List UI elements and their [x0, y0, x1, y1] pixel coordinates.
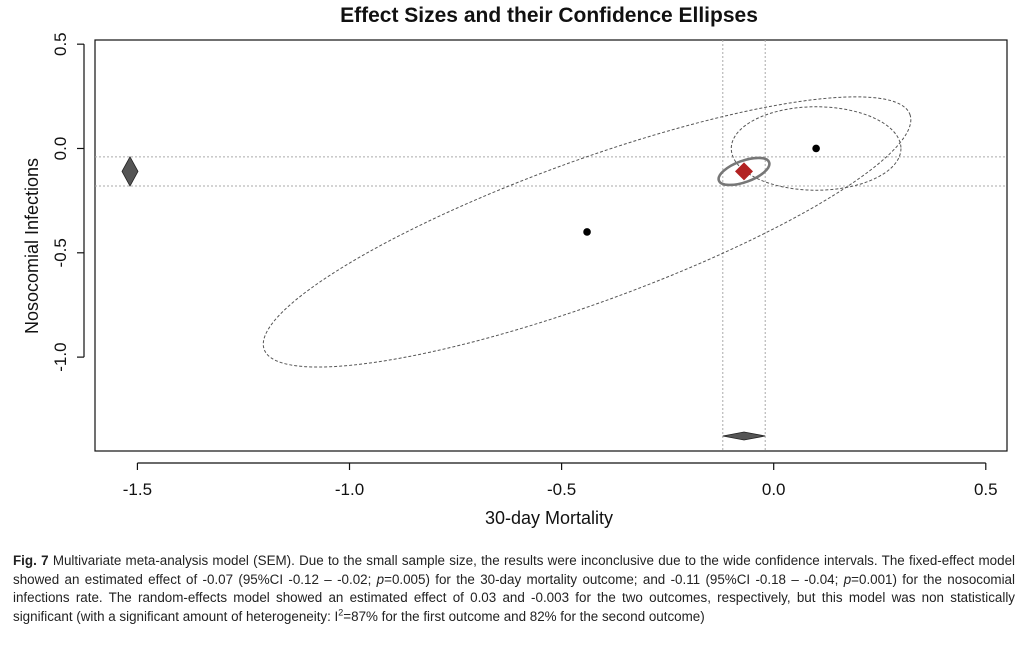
- y-tick-label-1: 0.0: [51, 137, 70, 161]
- y-axis-label: Nosocomial Infections: [22, 158, 42, 334]
- y-tick-label-3: -1.0: [51, 342, 70, 371]
- confidence-ellipse-1: [730, 106, 902, 191]
- caption-text-4: =87% for the first outcome and 82% for t…: [343, 608, 705, 624]
- caption-p-symbol-1: p: [376, 571, 385, 587]
- chart-title: Effect Sizes and their Confidence Ellips…: [340, 4, 758, 27]
- effect-points: [583, 144, 820, 236]
- study-point-1: [583, 228, 591, 236]
- caption-p-symbol-2: p: [843, 571, 852, 587]
- caption-superscript: 2: [338, 607, 344, 618]
- x-tick-label-4: 0.5: [974, 480, 998, 499]
- caption-text-2: =0.005) for the 30-day mortality outcome…: [384, 571, 844, 587]
- confidence-ellipses: [262, 96, 912, 368]
- summary-estimate-marker: [735, 162, 754, 181]
- y-tick-label-2: -0.5: [51, 238, 70, 267]
- x-tick-label-0: -1.5: [123, 480, 152, 499]
- confidence-ellipse-0: [262, 96, 912, 368]
- x-tick-label-1: -1.0: [335, 480, 364, 499]
- figure-caption: Fig. 7 Multivariate meta-analysis model …: [13, 552, 1015, 626]
- x-tick-label-2: -0.5: [547, 480, 576, 499]
- x-axis-label: 30-day Mortality: [485, 508, 613, 528]
- chart: Effect Sizes and their Confidence Ellips…: [22, 4, 1008, 528]
- confidence-reference-lines: [95, 40, 1007, 451]
- caption-label: Fig. 7: [13, 553, 49, 568]
- marginal-diamonds: [121, 155, 766, 441]
- confidence-ellipse-2: [717, 156, 771, 187]
- x-marginal-diamond: [722, 431, 766, 441]
- caption-text-1: Multivariate meta-analysis model (SEM). …: [13, 553, 1015, 587]
- y-marginal-diamond: [121, 155, 139, 187]
- plot-area-frame: [94, 39, 1008, 452]
- y-tick-label-0: 0.5: [51, 32, 70, 56]
- caption-text-3: =0.001) for the nosocomial infections ra…: [13, 571, 1015, 624]
- x-tick-label-3: 0.0: [762, 480, 786, 499]
- x-axis: -1.5 -1.0 -0.5 0.0 0.5: [123, 462, 998, 499]
- study-point-0: [812, 144, 820, 153]
- y-axis: 0.5 0.0 -0.5 -1.0: [51, 32, 85, 372]
